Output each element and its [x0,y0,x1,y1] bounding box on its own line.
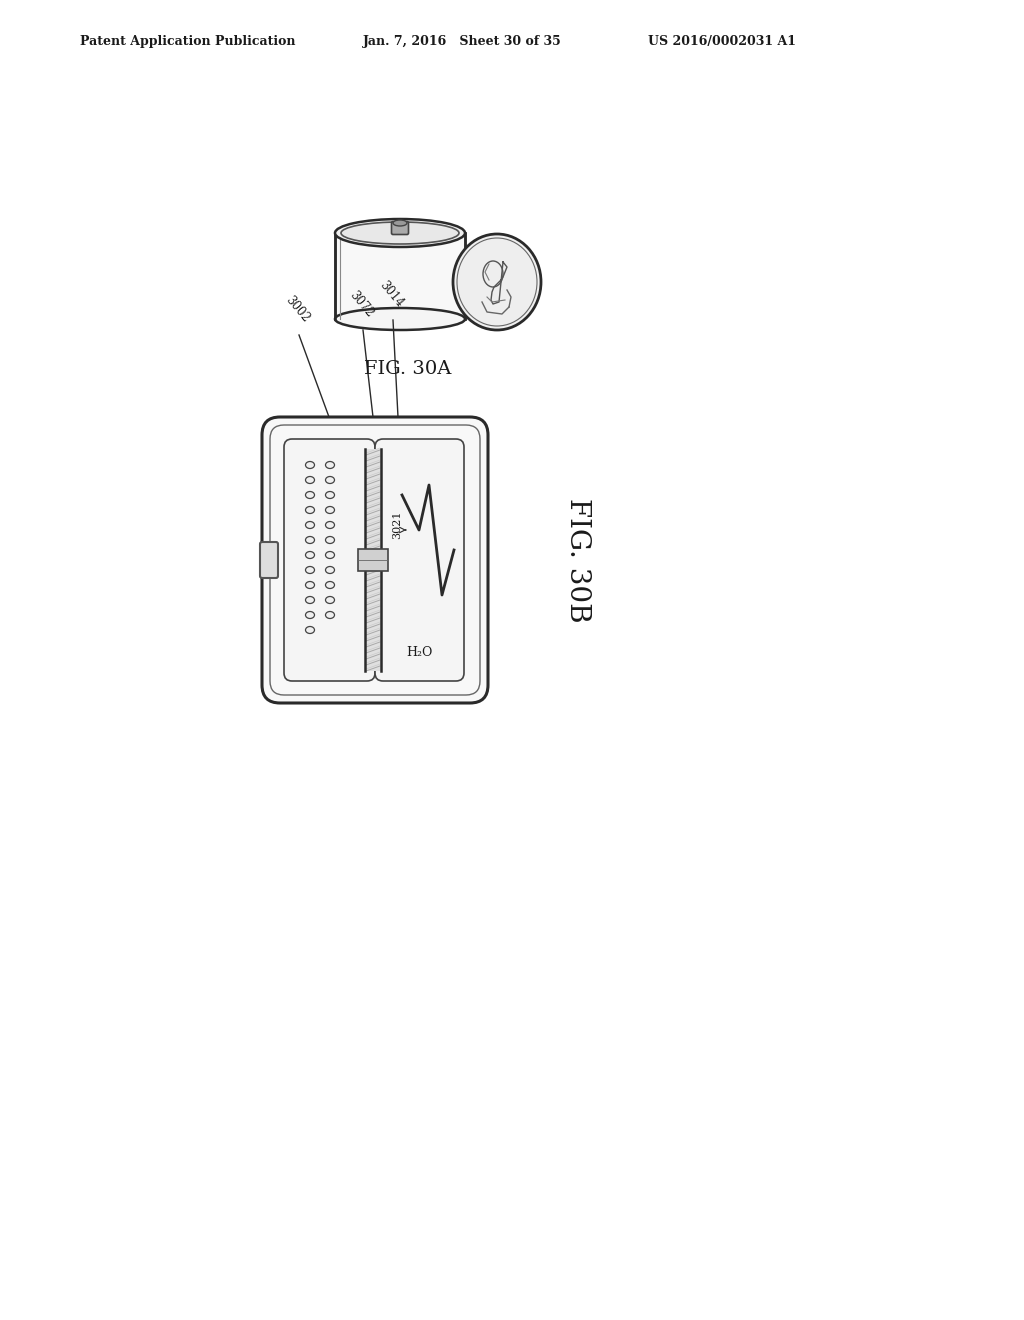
Ellipse shape [305,521,314,528]
Ellipse shape [305,491,314,499]
Ellipse shape [305,611,314,619]
Ellipse shape [305,536,314,544]
Ellipse shape [457,238,537,326]
Ellipse shape [326,611,335,619]
Ellipse shape [393,220,407,226]
Bar [365,449,381,671]
FancyBboxPatch shape [284,440,375,681]
Ellipse shape [305,507,314,513]
Text: 3072: 3072 [346,289,376,319]
Text: 3021: 3021 [392,511,402,540]
Text: FIG. 30A: FIG. 30A [365,360,452,378]
Ellipse shape [335,219,465,247]
Text: H₂O: H₂O [406,647,432,660]
Bar [358,549,388,572]
FancyBboxPatch shape [260,543,278,578]
Ellipse shape [305,552,314,558]
Bar [335,234,465,319]
Ellipse shape [305,627,314,634]
Ellipse shape [305,582,314,589]
Ellipse shape [341,222,459,244]
Ellipse shape [326,462,335,469]
Text: FIG. 30B: FIG. 30B [564,498,592,622]
Ellipse shape [305,477,314,483]
FancyBboxPatch shape [391,222,409,235]
Text: Patent Application Publication: Patent Application Publication [80,36,296,48]
Text: 3002: 3002 [283,294,311,325]
FancyBboxPatch shape [375,440,464,681]
Ellipse shape [326,597,335,603]
Ellipse shape [453,234,541,330]
Ellipse shape [326,491,335,499]
Ellipse shape [326,477,335,483]
Ellipse shape [326,566,335,573]
Text: US 2016/0002031 A1: US 2016/0002031 A1 [648,36,796,48]
Ellipse shape [305,462,314,469]
Ellipse shape [326,521,335,528]
Ellipse shape [335,308,465,330]
Ellipse shape [326,552,335,558]
Ellipse shape [326,582,335,589]
Text: Jan. 7, 2016   Sheet 30 of 35: Jan. 7, 2016 Sheet 30 of 35 [362,36,562,48]
FancyBboxPatch shape [262,417,488,704]
Ellipse shape [305,597,314,603]
Text: 3014: 3014 [377,279,406,310]
Ellipse shape [305,566,314,573]
Ellipse shape [326,536,335,544]
Ellipse shape [326,507,335,513]
